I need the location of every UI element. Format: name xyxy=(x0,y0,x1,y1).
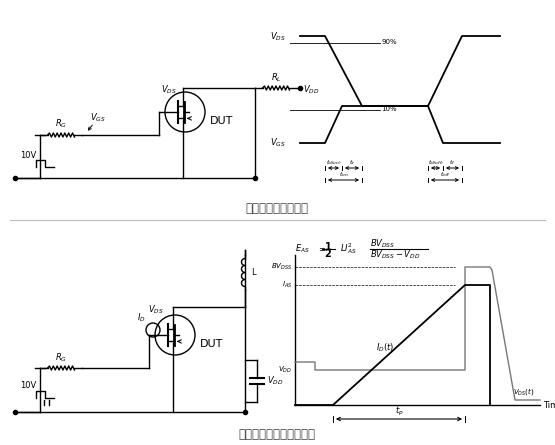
Text: $V_{DD}$: $V_{DD}$ xyxy=(303,83,320,96)
Text: 电感开关测试电路和波形: 电感开关测试电路和波形 xyxy=(239,429,315,441)
Text: 10%: 10% xyxy=(381,106,397,112)
Text: L: L xyxy=(251,268,256,277)
Text: 10V: 10V xyxy=(20,150,36,159)
Text: 10V: 10V xyxy=(20,381,36,391)
Text: $\mathbf{1}$: $\mathbf{1}$ xyxy=(324,240,332,252)
Text: Time: Time xyxy=(543,400,555,409)
Text: $V_{GS}$: $V_{GS}$ xyxy=(90,112,106,125)
Text: $t_{d(on)}$: $t_{d(on)}$ xyxy=(326,159,341,167)
Text: $I_D$: $I_D$ xyxy=(137,311,146,324)
Text: DUT: DUT xyxy=(210,116,233,126)
Text: DUT: DUT xyxy=(200,339,223,349)
Text: 开关测试电路和波形: 开关测试电路和波形 xyxy=(245,202,309,214)
Text: $R_G$: $R_G$ xyxy=(55,351,67,364)
Text: $V_{DS}$: $V_{DS}$ xyxy=(148,304,164,316)
Text: $LI_{AS}^{2}$: $LI_{AS}^{2}$ xyxy=(340,242,357,256)
Text: $I_{AS}$: $I_{AS}$ xyxy=(281,280,292,290)
Text: $V_{DS}$: $V_{DS}$ xyxy=(161,84,177,97)
Text: $V_{DD}$: $V_{DD}$ xyxy=(267,375,284,387)
Text: $t_f$: $t_f$ xyxy=(449,158,456,167)
Text: $E_{AS}$: $E_{AS}$ xyxy=(295,243,310,255)
Text: $t_p$: $t_p$ xyxy=(395,405,403,418)
Text: $=$: $=$ xyxy=(317,244,327,254)
Text: $R_L$: $R_L$ xyxy=(271,71,281,84)
Text: $t_{on}$: $t_{on}$ xyxy=(339,170,349,179)
Text: $t_r$: $t_r$ xyxy=(349,158,355,167)
Text: 90%: 90% xyxy=(381,39,397,45)
Text: $\mathbf{2}$: $\mathbf{2}$ xyxy=(324,247,332,259)
Text: $V_{DS}(t)$: $V_{DS}(t)$ xyxy=(513,386,535,397)
Text: $R_G$: $R_G$ xyxy=(55,118,67,130)
Text: $V_{DD}$: $V_{DD}$ xyxy=(278,365,292,375)
Text: $I_D(t)$: $I_D(t)$ xyxy=(376,341,394,353)
Text: $V_{GS}$: $V_{GS}$ xyxy=(270,137,286,149)
Text: $BV_{DSS}$: $BV_{DSS}$ xyxy=(271,262,292,272)
Text: $t_{off}$: $t_{off}$ xyxy=(440,170,450,179)
Text: $BV_{DSS} - V_{DD}$: $BV_{DSS} - V_{DD}$ xyxy=(370,249,421,261)
Text: $BV_{DSS}$: $BV_{DSS}$ xyxy=(370,238,395,250)
Text: $t_{d(off)}$: $t_{d(off)}$ xyxy=(427,159,443,167)
Text: $V_{DS}$: $V_{DS}$ xyxy=(270,31,286,43)
